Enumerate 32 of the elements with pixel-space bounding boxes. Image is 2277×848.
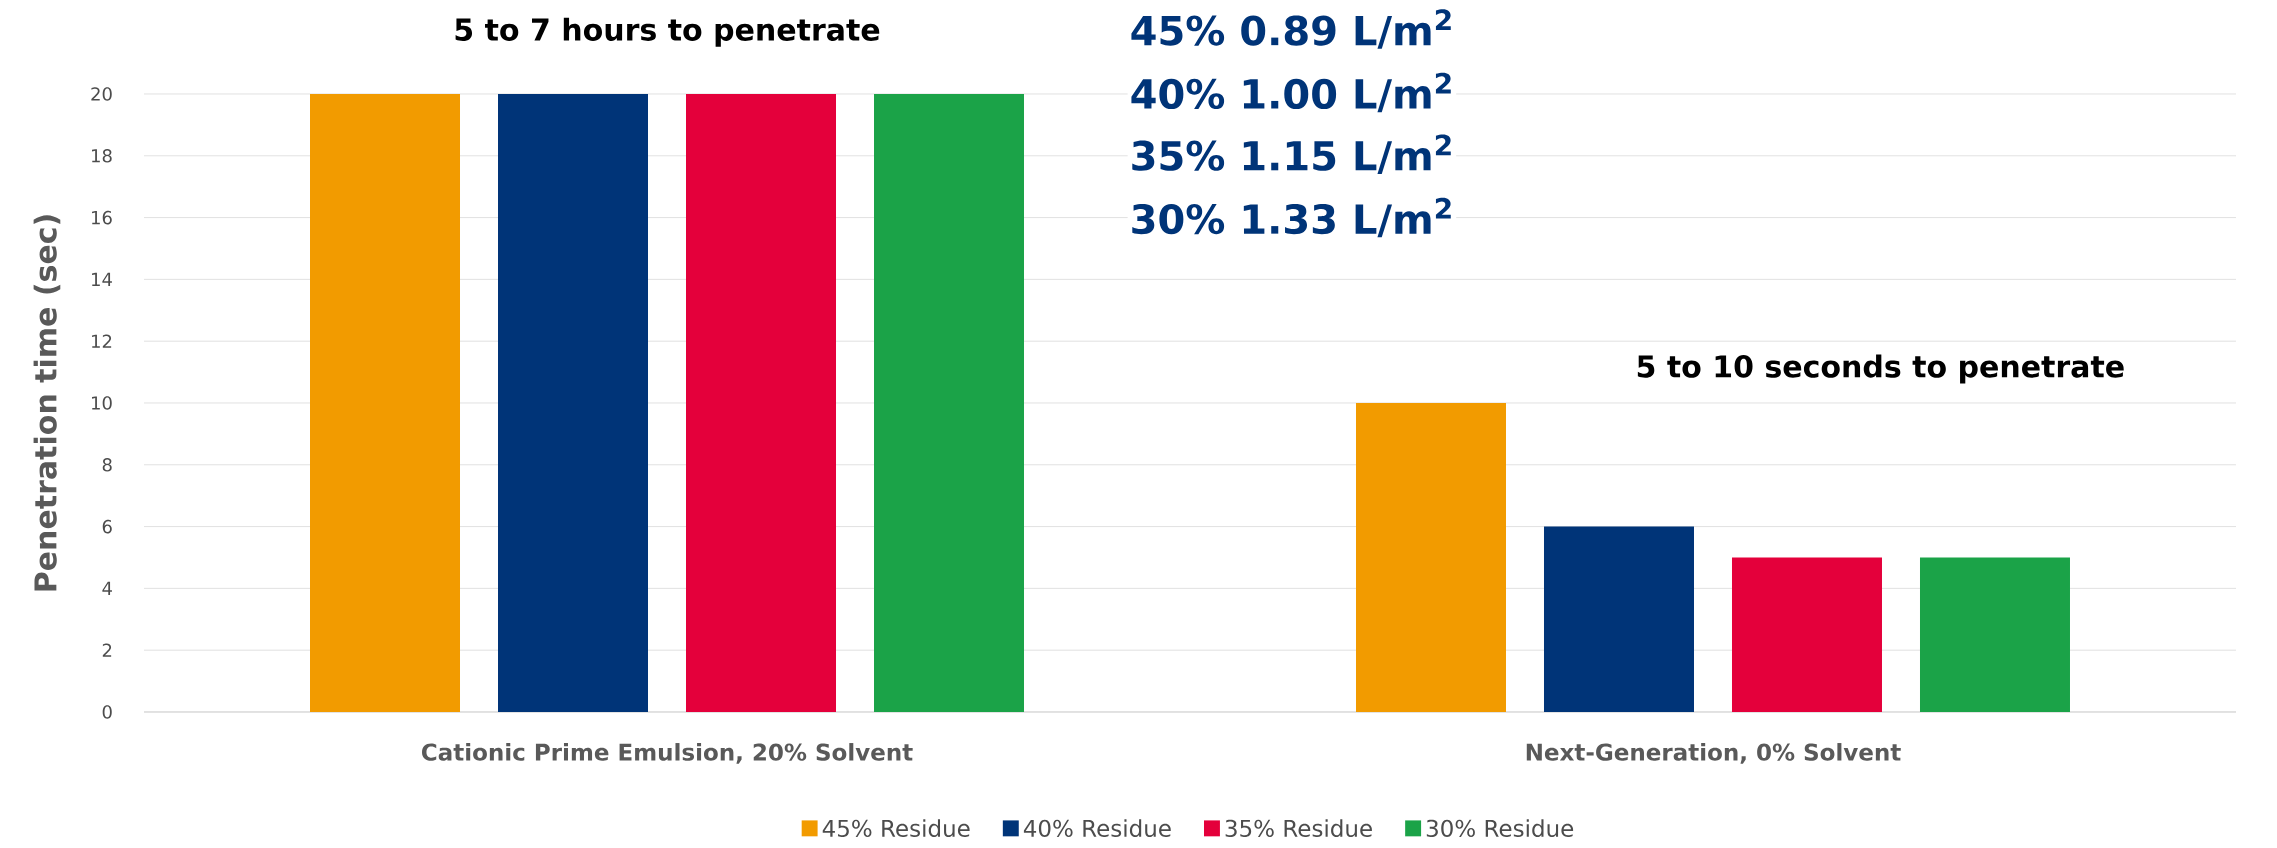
bar	[1543, 526, 1694, 713]
bar	[874, 94, 1024, 713]
legend-label: 40% Residue	[1023, 819, 1171, 838]
text: 5 to 7 hours to penetrate	[455, 17, 880, 47]
text: 45% 0.89 L/m$^{2}$	[1131, 9, 1451, 49]
y-tick-label: 16	[92, 210, 112, 225]
y-tick-label: 8	[102, 458, 112, 472]
annotation: 40% 1.00 L/m$^{2}$	[1131, 72, 1451, 113]
legend-label: 35% Residue	[1225, 819, 1372, 838]
y-tick-label: 18	[92, 149, 112, 163]
y-tick-label: 0	[102, 705, 112, 719]
legend-label: 45% Residue	[822, 819, 970, 838]
y-tick-label: 2	[102, 643, 112, 657]
legend-label: 30% Residue	[1426, 819, 1574, 838]
x-tick-label: Next-Generation, 0% Solvent	[1526, 743, 1901, 764]
y-tick-label: 14	[92, 272, 112, 287]
y-tick-label: 12	[92, 334, 112, 348]
y-tick-label: 10	[92, 396, 112, 410]
x-tick-label: Cationic Prime Emulsion, 20% Solvent	[422, 743, 913, 764]
annotation: 35% 1.15 L/m$^{2}$	[1132, 134, 1451, 175]
bar	[310, 94, 461, 713]
bar	[1731, 557, 1882, 713]
y-tick-label: 6	[102, 519, 112, 534]
y-tick-label: 4	[102, 581, 112, 596]
y-tick-label: 20	[91, 87, 112, 101]
y-axis-title: Penetration time (sec)	[33, 215, 61, 591]
bar	[498, 94, 648, 713]
bar	[1919, 557, 2070, 713]
bar	[1356, 403, 1506, 713]
annotation: 30% 1.33 L/m$^{2}$	[1132, 197, 1451, 238]
annotation: 5 to 10 seconds to penetrate	[1637, 354, 2124, 384]
bar	[686, 94, 837, 713]
